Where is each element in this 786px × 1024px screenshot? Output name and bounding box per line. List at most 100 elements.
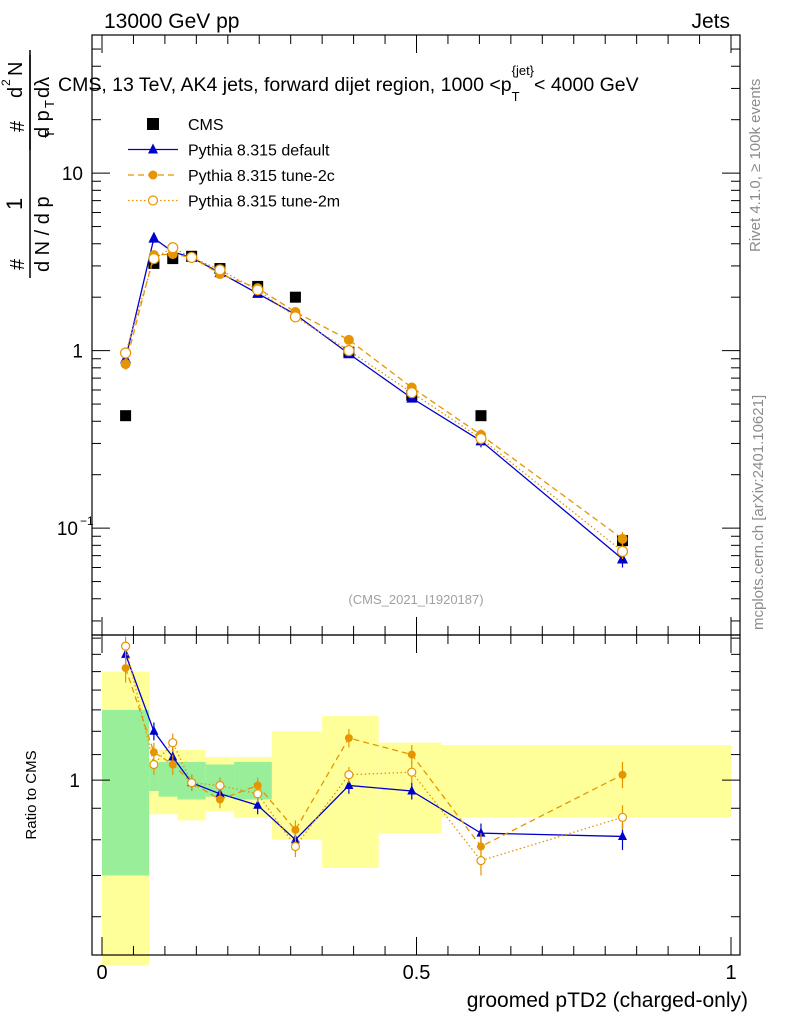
y-label-one: 1	[2, 198, 27, 210]
legend-marker	[147, 118, 159, 130]
ratio-point	[407, 767, 417, 777]
ratio-axis-ticks: 10 0.5 1	[69, 635, 740, 984]
ratio-panel: 10 0.5 1	[69, 634, 741, 984]
series-line	[124, 237, 623, 560]
chart-title: CMS, 13 TeV, AK4 jets, forward dijet reg…	[58, 63, 639, 104]
data-point	[120, 359, 131, 370]
ratio-point	[618, 770, 627, 779]
ratio-series-2-group	[120, 636, 628, 876]
data-point	[343, 345, 355, 357]
main-y-tick-label: 1	[72, 342, 83, 363]
green-band	[102, 709, 150, 876]
ratio-point	[120, 641, 131, 651]
ratio-point	[215, 780, 225, 791]
ratio-series-line	[124, 645, 623, 862]
main-y-axis-label: # 1 d N / d p T # d 2 N d p T dλ	[0, 50, 57, 278]
data-point	[148, 252, 160, 265]
y-label-hash-1: #	[7, 258, 29, 270]
ratio-point	[344, 734, 353, 743]
chart-title-end: < 4000 GeV	[534, 74, 639, 96]
legend-marker	[147, 195, 159, 206]
series-0-group	[120, 250, 628, 547]
ratio-point	[344, 770, 354, 780]
data-point	[214, 264, 226, 276]
data-point	[343, 334, 354, 345]
data-point	[252, 284, 264, 296]
ratio-point	[149, 725, 159, 735]
legend-label: Pythia 8.315 tune-2c	[188, 168, 335, 185]
data-point	[616, 545, 629, 557]
chart-title-sup: {jet}	[512, 63, 535, 78]
ratio-point	[407, 750, 416, 759]
legend-marker	[148, 170, 158, 180]
yellow-band	[441, 745, 731, 818]
legend-marker	[148, 143, 158, 154]
y-label-num-sq: 2	[0, 79, 13, 86]
legend-label: CMS	[188, 117, 224, 134]
main-y-tick-label-exp: −1	[80, 514, 94, 528]
ratio-plot-marks	[120, 636, 628, 876]
ratio-point	[617, 812, 628, 822]
ratio-point	[291, 825, 300, 834]
y-label-dl: dλ	[32, 77, 54, 98]
y-label-dpt-sub: T	[42, 100, 57, 108]
legend-label: Pythia 8.315 tune-2m	[188, 194, 340, 211]
data-point	[167, 242, 179, 254]
ratio-uncertainty-bands	[102, 671, 731, 966]
ratio-y-tick-label: 1	[69, 771, 80, 792]
y-label-hash-2: #	[7, 120, 29, 132]
legend: CMS Pythia 8.315 default Pythia 8.315 tune…	[128, 117, 340, 211]
ratio-point	[121, 664, 130, 673]
data-point	[406, 387, 418, 399]
series-3-group	[119, 242, 629, 560]
header-left: 13000 GeV pp	[104, 10, 239, 33]
x-tick-label: 0	[96, 962, 107, 984]
y-label-dpt: d p	[32, 110, 54, 138]
ratio-point	[290, 841, 301, 852]
x-axis-label: groomed pTD2 (charged-only)	[467, 989, 748, 1012]
data-point	[289, 311, 302, 323]
data-point	[119, 347, 132, 359]
y-label-den-sub: T	[42, 130, 57, 138]
ratio-y-axis-label: Ratio to CMS	[23, 750, 40, 839]
main-y-tick-label: 10	[57, 519, 78, 540]
ratio-point	[149, 748, 158, 757]
main-y-tick-label: 10	[62, 164, 83, 185]
data-point	[289, 291, 301, 303]
green-band	[149, 764, 159, 791]
rivet-label: Rivet 4.1.0, ≥ 100k events	[747, 79, 764, 252]
series-1-group	[120, 231, 628, 568]
ratio-point	[476, 856, 486, 866]
data-point	[475, 432, 487, 445]
ratio-point	[476, 827, 486, 837]
x-tick-label: 1	[725, 962, 736, 984]
y-label-den: d N / d p	[32, 196, 54, 272]
ratio-point	[187, 778, 197, 788]
y-label-num-N: N	[5, 62, 27, 76]
series-line	[124, 246, 623, 552]
analysis-watermark: (CMS_2021_I1920187)	[348, 592, 483, 607]
ratio-point	[215, 795, 224, 804]
ratio-point	[168, 760, 177, 769]
series-2-group	[120, 249, 628, 547]
ratio-point	[253, 799, 263, 809]
x-tick-label: 0.5	[403, 962, 431, 984]
mcplots-label: mcplots.cern.ch [arXiv:2401.10621]	[750, 395, 767, 630]
ratio-point	[149, 759, 159, 770]
ratio-point	[407, 785, 417, 795]
ratio-point	[168, 738, 178, 748]
chart-title-sub: T	[512, 89, 520, 104]
yellow-band	[271, 731, 323, 840]
chart-title-main: CMS, 13 TeV, AK4 jets, forward dijet reg…	[58, 74, 512, 96]
data-point	[148, 231, 160, 243]
ratio-point	[344, 779, 354, 789]
data-point	[617, 533, 628, 544]
ratio-point	[253, 789, 263, 799]
header-right: Jets	[691, 10, 730, 33]
legend-label: Pythia 8.315 default	[188, 143, 330, 160]
main-plot-marks	[119, 231, 629, 568]
ratio-point	[617, 830, 627, 840]
